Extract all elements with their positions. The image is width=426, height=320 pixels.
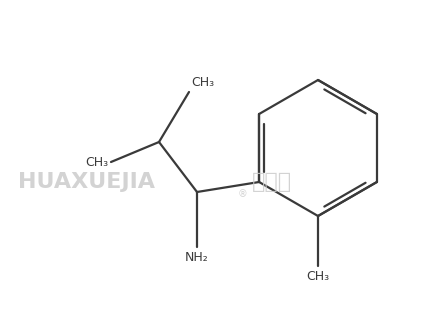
Text: ®: ® xyxy=(238,189,248,199)
Text: CH₃: CH₃ xyxy=(191,76,214,89)
Text: HUAXUEJIA: HUAXUEJIA xyxy=(18,172,155,192)
Text: 化学加: 化学加 xyxy=(252,172,292,192)
Text: CH₃: CH₃ xyxy=(85,156,108,169)
Text: CH₃: CH₃ xyxy=(306,270,330,283)
Text: NH₂: NH₂ xyxy=(185,251,209,264)
